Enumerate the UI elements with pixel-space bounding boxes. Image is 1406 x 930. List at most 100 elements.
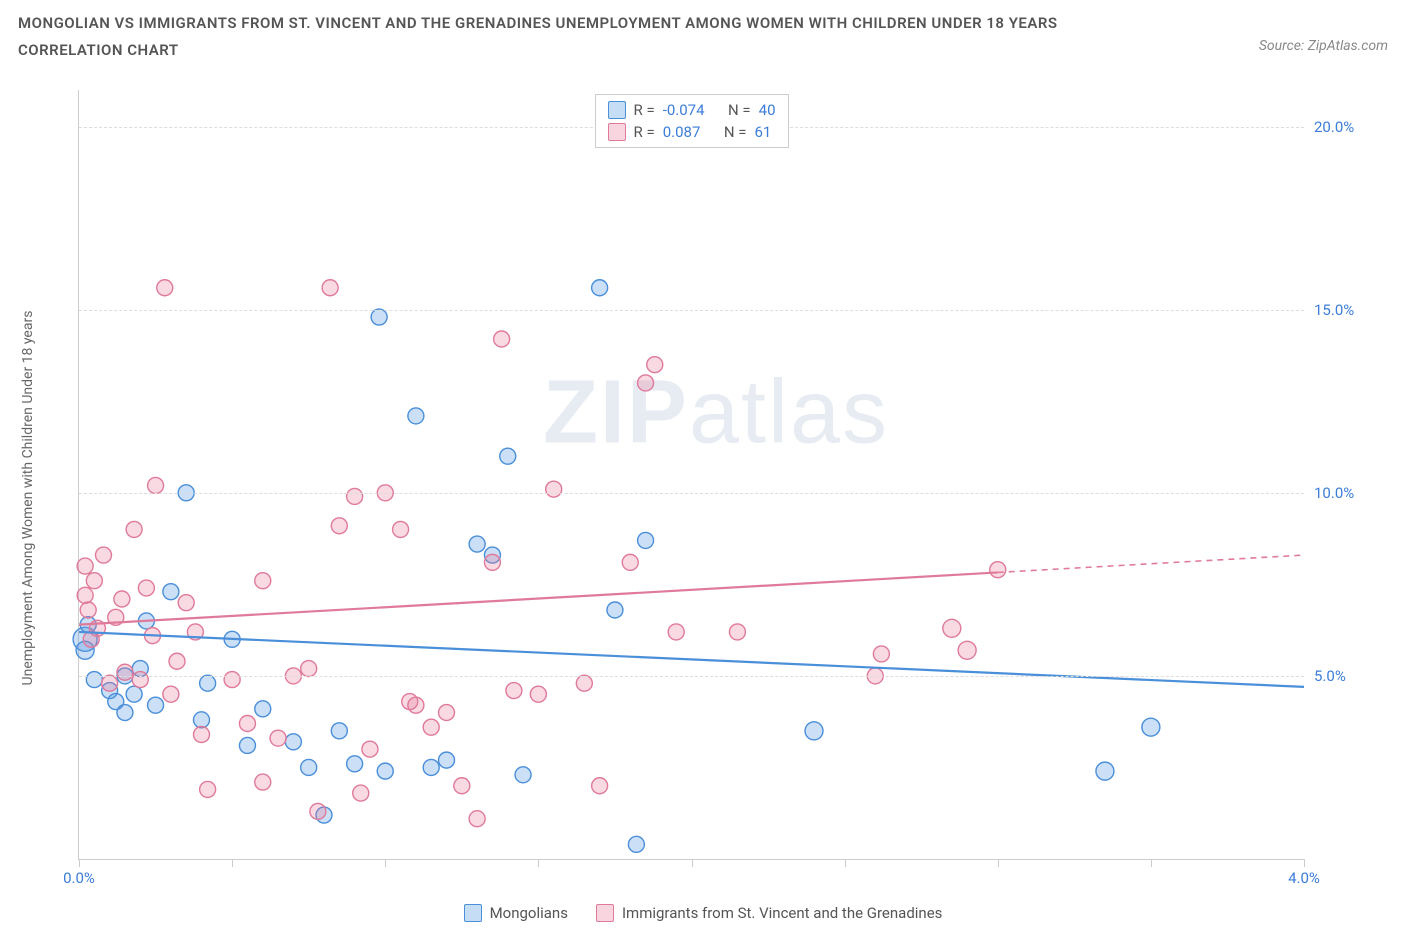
data-point	[138, 580, 154, 596]
r-label: R =	[633, 123, 654, 141]
data-point	[331, 723, 347, 739]
data-point	[729, 624, 745, 640]
data-point	[668, 624, 684, 640]
data-point	[990, 562, 1006, 578]
data-point	[86, 573, 102, 589]
n-value-pink: 61	[754, 123, 771, 141]
data-point	[408, 697, 424, 713]
data-point	[117, 705, 133, 721]
x-tick-label: 0.0%	[63, 869, 95, 887]
data-point	[638, 375, 654, 391]
data-point	[943, 619, 961, 637]
data-point	[628, 836, 644, 852]
legend-label: Immigrants from St. Vincent and the Gren…	[622, 904, 942, 922]
data-point	[592, 778, 608, 794]
data-point	[255, 701, 271, 717]
data-point	[200, 781, 216, 797]
data-point	[148, 477, 164, 493]
gridline	[79, 676, 1304, 677]
data-point	[805, 722, 823, 740]
swatch-pink-icon	[607, 123, 625, 141]
correlation-legend: R = -0.074 N = 40 R = 0.087 N = 61	[594, 94, 788, 148]
data-point	[163, 584, 179, 600]
data-point	[638, 532, 654, 548]
data-point	[607, 602, 623, 618]
n-label: N =	[728, 101, 751, 119]
data-point	[255, 573, 271, 589]
data-point	[163, 686, 179, 702]
data-point	[86, 672, 102, 688]
data-point	[454, 778, 470, 794]
data-point	[77, 558, 93, 574]
data-point	[494, 331, 510, 347]
plot-svg	[79, 90, 1304, 859]
x-tick	[538, 859, 539, 867]
chart-title: MONGOLIAN VS IMMIGRANTS FROM ST. VINCENT…	[18, 10, 1118, 64]
y-tick-label: 20.0%	[1314, 118, 1384, 136]
x-tick	[1304, 859, 1305, 867]
swatch-blue-icon	[607, 101, 625, 119]
data-point	[353, 785, 369, 801]
data-point	[347, 756, 363, 772]
data-point	[622, 554, 638, 570]
data-point	[301, 759, 317, 775]
data-point	[270, 730, 286, 746]
data-point	[393, 521, 409, 537]
data-point	[873, 646, 889, 662]
data-point	[77, 587, 93, 603]
data-point	[255, 774, 271, 790]
data-point	[506, 683, 522, 699]
data-point	[126, 521, 142, 537]
data-point	[80, 602, 96, 618]
data-point	[200, 675, 216, 691]
scatter-plot: ZIPatlas R = -0.074 N = 40 R = 0.087 N =…	[78, 90, 1304, 860]
data-point	[500, 448, 516, 464]
data-point	[96, 547, 112, 563]
data-point	[515, 767, 531, 783]
data-point	[347, 488, 363, 504]
data-point	[285, 734, 301, 750]
chart-header: MONGOLIAN VS IMMIGRANTS FROM ST. VINCENT…	[18, 10, 1388, 64]
gridline	[79, 493, 1304, 494]
data-point	[439, 705, 455, 721]
data-point	[239, 737, 255, 753]
data-point	[239, 716, 255, 732]
x-tick	[692, 859, 693, 867]
data-point	[310, 803, 326, 819]
trend-line-dashed	[998, 555, 1304, 572]
data-point	[114, 591, 130, 607]
data-point	[169, 653, 185, 669]
x-tick-label: 4.0%	[1288, 869, 1320, 887]
x-tick	[232, 859, 233, 867]
data-point	[423, 719, 439, 735]
data-point	[178, 595, 194, 611]
legend-item-svg: Immigrants from St. Vincent and the Gren…	[596, 904, 942, 922]
data-point	[194, 712, 210, 728]
legend-row-blue: R = -0.074 N = 40	[607, 99, 775, 121]
source-citation: Source: ZipAtlas.com	[1259, 38, 1388, 54]
data-point	[102, 675, 118, 691]
data-point	[1096, 762, 1114, 780]
x-tick	[385, 859, 386, 867]
data-point	[362, 741, 378, 757]
data-point	[132, 672, 148, 688]
gridline	[79, 310, 1304, 311]
data-point	[322, 280, 338, 296]
swatch-pink-icon	[596, 904, 614, 922]
data-point	[117, 664, 133, 680]
data-point	[576, 675, 592, 691]
data-point	[157, 280, 173, 296]
data-point	[958, 641, 976, 659]
data-point	[377, 763, 393, 779]
chart-area: Unemployment Among Women with Children U…	[48, 90, 1394, 890]
data-point	[148, 697, 164, 713]
y-axis-label: Unemployment Among Women with Children U…	[20, 311, 36, 686]
data-point	[194, 726, 210, 742]
data-point	[301, 661, 317, 677]
data-point	[439, 752, 455, 768]
data-point	[224, 672, 240, 688]
data-point	[546, 481, 562, 497]
data-point	[126, 686, 142, 702]
x-tick	[998, 859, 999, 867]
series-legend: Mongolians Immigrants from St. Vincent a…	[0, 904, 1406, 922]
